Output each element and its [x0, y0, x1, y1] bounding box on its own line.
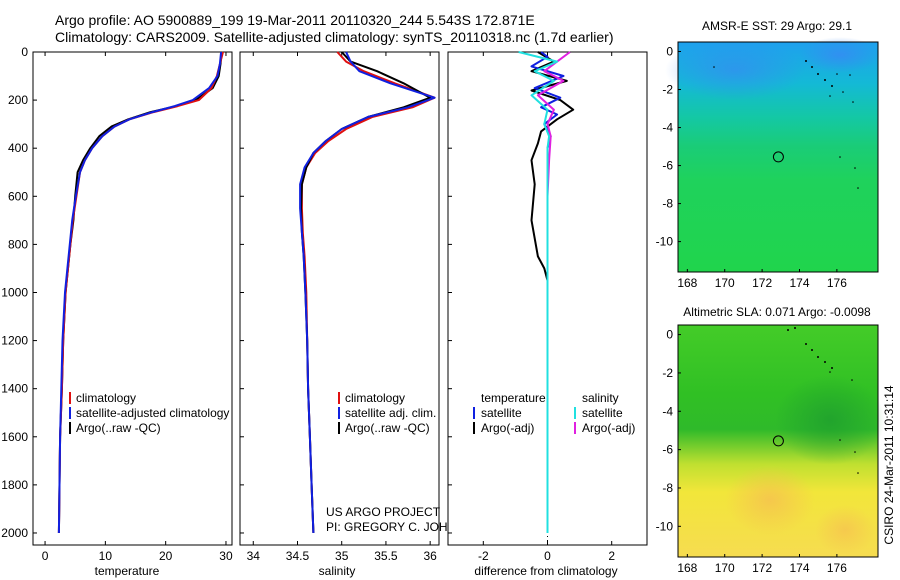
x-tick-label: 34.5 [286, 549, 310, 563]
difference-x-label: difference from climatology [474, 564, 617, 578]
y-tick-label: 2000 [1, 526, 28, 540]
legend-head-temperature: temperature [481, 391, 546, 405]
map-y-tick-label: -4 [662, 121, 673, 135]
y-tick-label: 400 [8, 141, 28, 155]
map-x-tick-label: 168 [677, 561, 697, 575]
series-line-satellite-adj-clim- [299, 51, 436, 534]
sst-map-title: AMSR-E SST: 29 Argo: 29.1 [702, 19, 852, 33]
series-line-salinity-satellite [518, 51, 559, 533]
sla-map-panel: Altimetric SLA: 0.071 Argo: -0.0098 168 1… [656, 305, 885, 575]
map-y-tick-label: 0 [666, 328, 673, 342]
x-tick-label: 34 [247, 549, 261, 563]
map-x-tick-label: 174 [789, 276, 809, 290]
series-line-satellite-adjusted-climatology [57, 51, 223, 534]
map-y-tick-label: -8 [662, 197, 673, 211]
sst-map-frame [677, 41, 879, 273]
legend-climatology: climatology [345, 391, 405, 405]
sla-map-title: Altimetric SLA: 0.071 Argo: -0.0098 [683, 305, 871, 319]
map-x-tick-label: 170 [715, 561, 735, 575]
temperature-plot-frame [32, 51, 233, 546]
csiro-timestamp: CSIRO 24-Mar-2011 10:31:14 [882, 385, 896, 545]
y-tick-label: 1800 [1, 478, 28, 492]
y-tick-label: 800 [8, 237, 28, 251]
salinity-x-label: salinity [319, 564, 356, 578]
y-tick-label: 1400 [1, 382, 28, 396]
sla-map-frame [677, 324, 879, 558]
project-credit: US ARGO PROJECT [326, 505, 441, 519]
x-tick-label: 10 [99, 549, 113, 563]
map-x-tick-label: 170 [715, 276, 735, 290]
y-tick-label: 0 [21, 45, 28, 59]
x-tick-label: 36 [423, 549, 437, 563]
map-x-tick-label: 176 [827, 561, 847, 575]
argo-float-position-marker [772, 435, 784, 447]
map-y-tick-label: -6 [662, 443, 673, 457]
map-y-tick-label: -6 [662, 159, 673, 173]
map-y-tick-label: -8 [662, 481, 673, 495]
sst-warm-patch [665, 40, 805, 100]
sla-high-patch [725, 465, 815, 535]
salinity-legend: climatology satellite adj. clim. Argo(..… [338, 391, 436, 435]
sla-high-patch [815, 505, 875, 555]
x-tick-label: 0 [544, 549, 551, 563]
legend-temp-satellite: satellite [481, 406, 522, 420]
y-tick-label: 600 [8, 189, 28, 203]
sla-islands [787, 327, 859, 474]
map-x-tick-label: 174 [789, 561, 809, 575]
x-tick-label: 20 [159, 549, 173, 563]
map-x-tick-label: 168 [677, 276, 697, 290]
figure-title-line1: Argo profile: AO 5900889_199 19-Mar-2011… [55, 12, 535, 28]
salinity-panel: 34 34.5 35 35.5 36 salinity climatology sate… [239, 51, 482, 578]
legend-argo: Argo(..raw -QC) [76, 421, 161, 435]
x-tick-label: 30 [219, 549, 233, 563]
y-tick-label: 1000 [1, 285, 28, 299]
legend-head-salinity: salinity [582, 391, 619, 405]
map-y-tick-label: -10 [656, 235, 674, 249]
map-y-tick-label: -2 [662, 83, 673, 97]
y-tick-label: 1600 [1, 430, 28, 444]
x-tick-label: 35 [335, 549, 349, 563]
difference-legend: temperature salinity satellite Argo(-adj… [473, 391, 635, 435]
sla-low-patch [775, 375, 885, 465]
legend-argo: Argo(..raw -QC) [345, 421, 430, 435]
legend-satellite-adj-clim: satellite adj. clim. [345, 406, 436, 420]
temperature-panel: 0 200 400 600 800 1000 1200 1400 1600 1800 2000 0 1… [1, 45, 233, 578]
x-tick-label: -2 [478, 549, 489, 563]
map-x-tick-label: 172 [752, 561, 772, 575]
sst-islands [713, 60, 859, 189]
x-tick-label: 0 [42, 549, 49, 563]
map-y-tick-label: -10 [656, 519, 674, 533]
sst-map-panel: AMSR-E SST: 29 Argo: 29.1 168 170 172 174 17… [656, 19, 880, 290]
map-y-tick-label: -4 [662, 404, 673, 418]
salinity-plot-frame [239, 51, 440, 546]
legend-sal-satellite: satellite [582, 406, 623, 420]
difference-panel: -2 0 2 difference from climatology tempera… [447, 51, 648, 578]
map-y-tick-label: -2 [662, 366, 673, 380]
argo-float-position-marker [772, 151, 784, 163]
figure-title-line2: Climatology: CARS2009. Satellite-adjuste… [55, 29, 614, 45]
legend-sal-argo: Argo(-adj) [582, 421, 635, 435]
temperature-legend: climatology satellite-adjusted climatolo… [69, 391, 229, 435]
legend-climatology: climatology [76, 391, 136, 405]
map-x-tick-label: 172 [752, 276, 772, 290]
legend-temp-argo: Argo(-adj) [481, 421, 534, 435]
y-tick-label: 200 [8, 93, 28, 107]
x-tick-label: 2 [608, 549, 615, 563]
map-y-tick-label: 0 [666, 45, 673, 59]
legend-satellite-adjusted: satellite-adjusted climatology [76, 406, 229, 420]
x-tick-label: 35.5 [374, 549, 398, 563]
pi-credit: PI: GREGORY C. JOHNSON [326, 520, 482, 534]
sst-warm-patch [800, 37, 880, 73]
map-x-tick-label: 176 [827, 276, 847, 290]
y-tick-label: 1200 [1, 334, 28, 348]
temperature-x-label: temperature [95, 564, 160, 578]
